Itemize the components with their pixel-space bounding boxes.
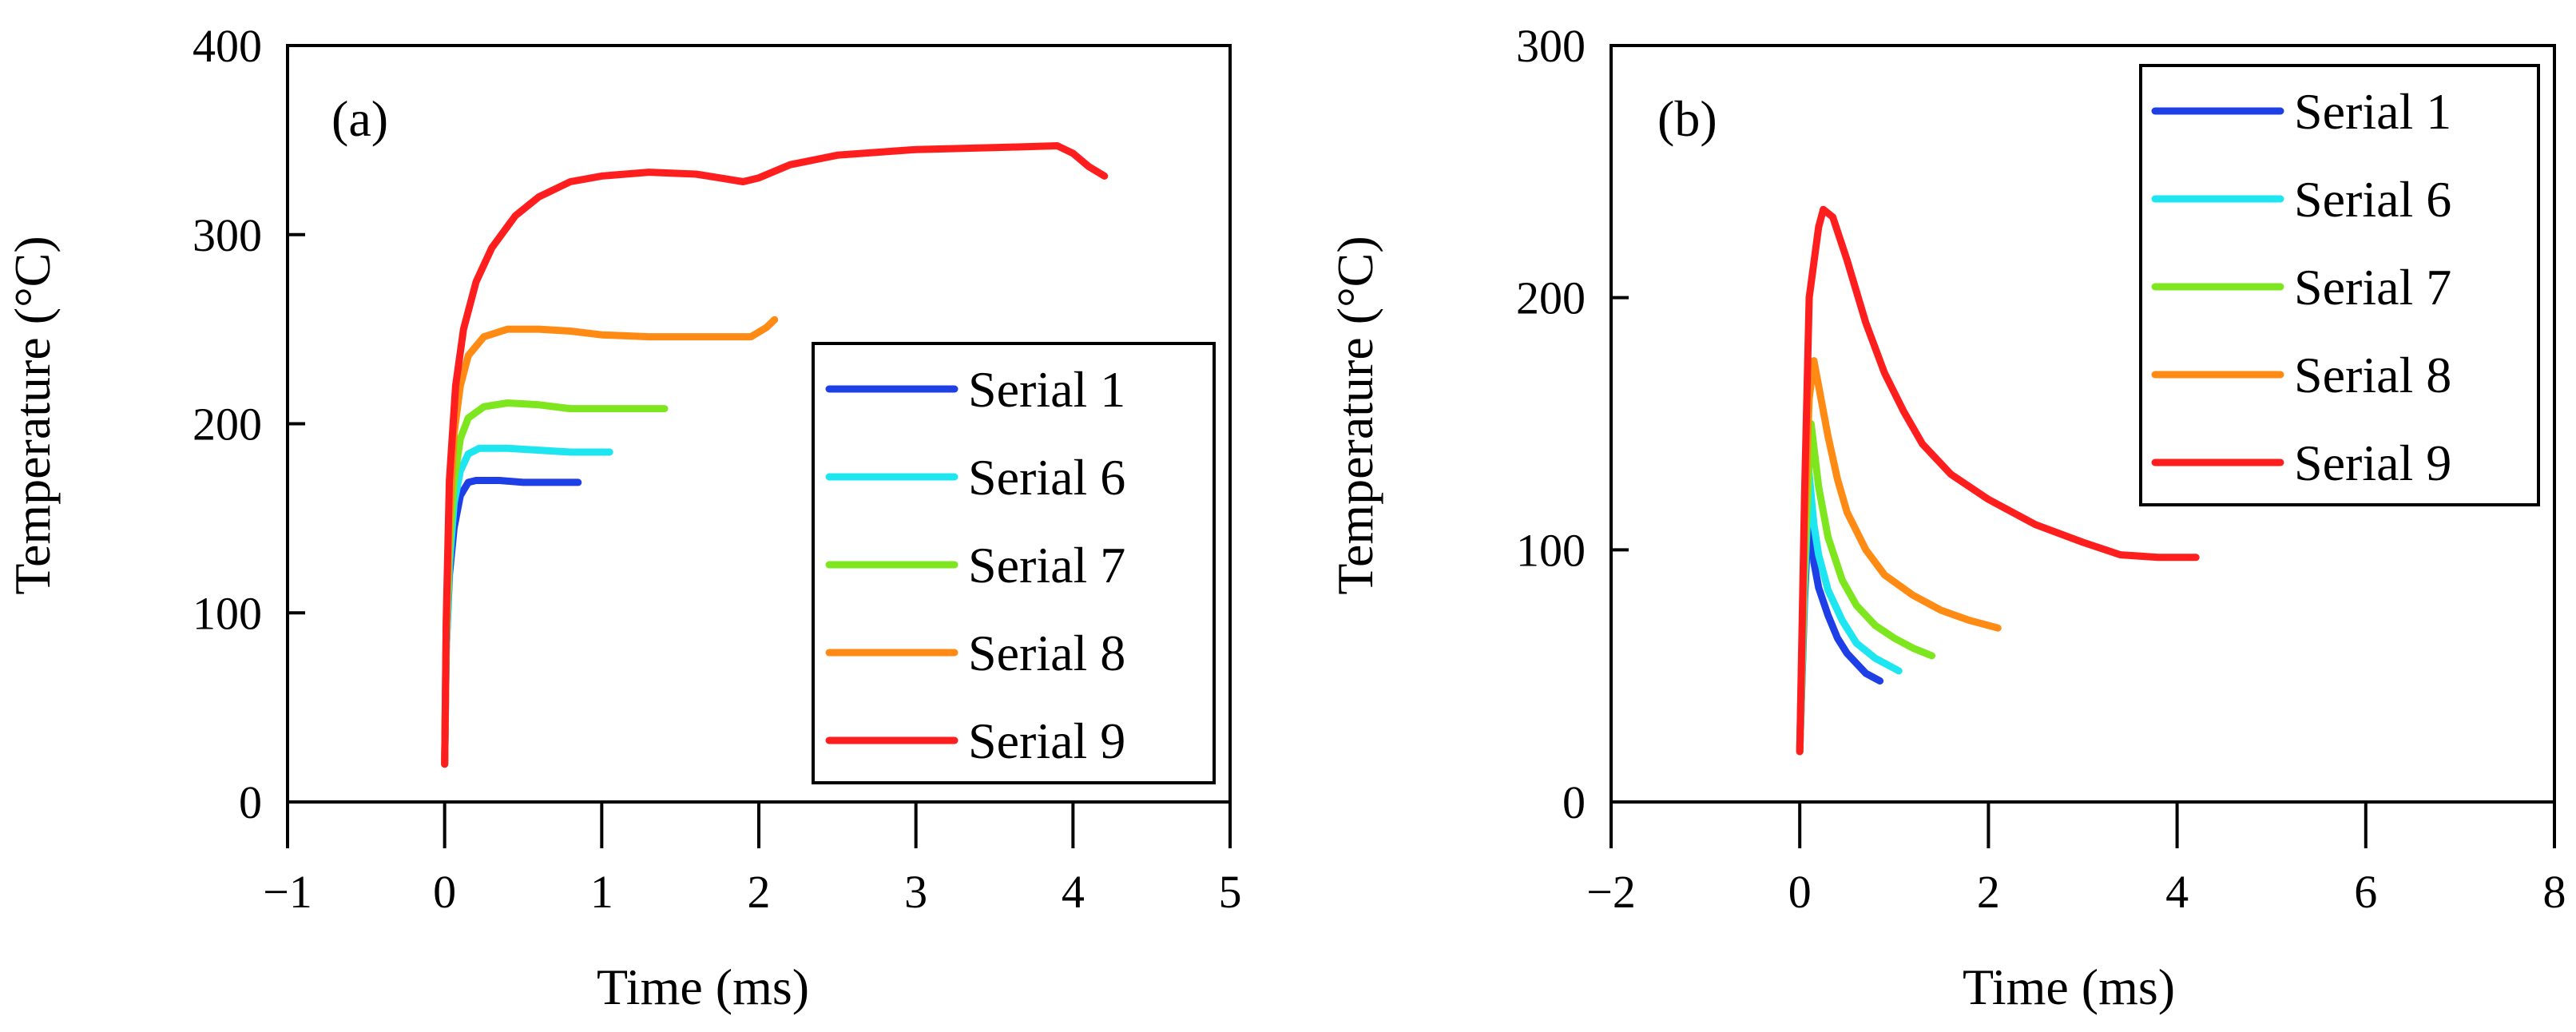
legend-box [2139, 64, 2540, 506]
legend-label: Serial 1 [2294, 83, 2451, 140]
series-line-serial-7 [441, 399, 669, 768]
legend-label: Serial 8 [968, 625, 1125, 681]
y-tick-label: 200 [193, 399, 262, 451]
y-tick-label: 300 [1516, 20, 1586, 72]
series-line-serial-9 [1796, 205, 2200, 756]
x-tick-label: 6 [2354, 866, 2377, 918]
y-tick-label: 400 [193, 20, 262, 72]
legend-box [812, 342, 1216, 784]
legend-label: Serial 7 [968, 537, 1125, 593]
legend: Serial 1 Serial 6 Serial 7 Serial 8 Serial 9 [812, 342, 1216, 784]
plot-frame [286, 44, 1232, 804]
y-axis-label: Temperature (°C) [1327, 236, 1383, 594]
x-tick-label: −2 [1586, 866, 1636, 918]
legend-label: Serial 7 [2294, 259, 2451, 316]
x-tick-label: 5 [1219, 866, 1242, 918]
x-tick-label: 4 [1062, 866, 1085, 918]
x-tick-label: 2 [748, 866, 771, 918]
x-tick-label: 1 [590, 866, 613, 918]
legend-label: Serial 9 [968, 712, 1125, 769]
y-axis: 0 100 200 300 [1516, 20, 1629, 828]
legend: Serial 1 Serial 6 Serial 7 Serial 8 Serial 9 [2139, 64, 2540, 506]
series-group [441, 142, 1109, 768]
x-tick-label: 8 [2543, 866, 2566, 918]
x-tick-label: −1 [263, 866, 312, 918]
x-tick-label: 0 [1788, 866, 1812, 918]
legend-label: Serial 6 [2294, 171, 2451, 228]
series-line-serial-8 [1796, 357, 2002, 756]
plot-frame [1610, 44, 2556, 804]
legend-label: Serial 1 [968, 361, 1125, 418]
x-tick-label: 0 [433, 866, 456, 918]
y-tick-label: 200 [1516, 272, 1586, 324]
y-tick-label: 100 [193, 587, 262, 639]
panel-label: (a) [331, 90, 388, 147]
y-axis: 0 100 200 300 400 [193, 20, 305, 828]
legend-label: Serial 6 [968, 449, 1125, 506]
series-line-serial-1 [1796, 495, 1884, 756]
x-axis-label: Time (ms) [597, 959, 809, 1015]
y-tick-label: 100 [1516, 524, 1586, 576]
y-tick-label: 300 [193, 209, 262, 261]
x-axis: −1 0 1 2 3 4 5 [263, 802, 1242, 918]
series-line-serial-8 [441, 316, 779, 768]
x-tick-label: 3 [904, 866, 927, 918]
series-line-serial-6 [441, 444, 613, 768]
legend-label: Serial 8 [2294, 347, 2451, 403]
x-tick-label: 2 [1977, 866, 2000, 918]
legend-label: Serial 9 [2294, 435, 2451, 491]
y-tick-label: 0 [1562, 776, 1586, 828]
x-axis: −2 0 2 4 6 8 [1586, 802, 2566, 918]
panel-label: (b) [1657, 90, 1717, 147]
x-axis-label: Time (ms) [1963, 959, 2175, 1015]
series-group [1796, 205, 2200, 756]
series-line-serial-1 [441, 477, 582, 768]
series-line-serial-9 [441, 142, 1109, 768]
y-axis-label: Temperature (°C) [4, 236, 61, 594]
x-tick-label: 4 [2165, 866, 2189, 918]
y-tick-label: 0 [239, 776, 262, 828]
